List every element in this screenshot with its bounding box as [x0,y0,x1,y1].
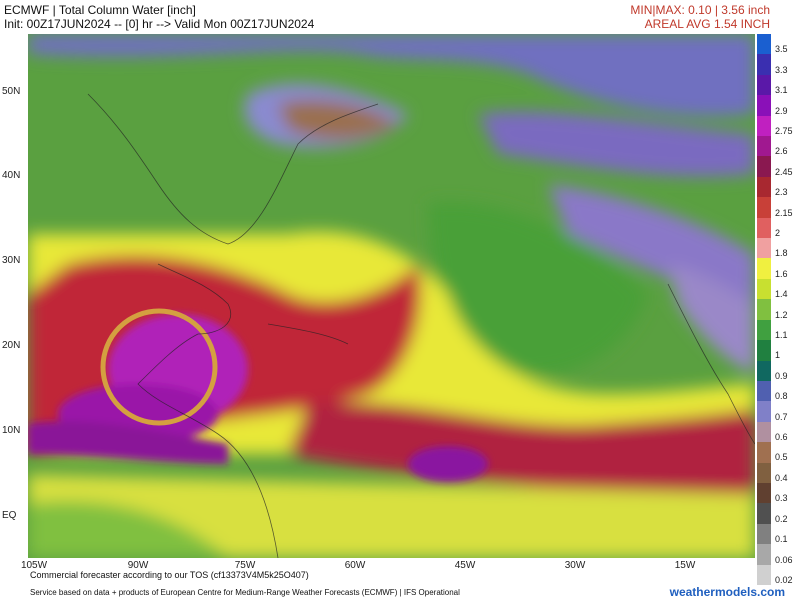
colorbar-swatch [757,401,771,423]
lon-label: 60W [344,560,366,571]
min-max-readout: MIN|MAX: 0.10 | 3.56 inch [630,3,770,17]
colorbar-label: 2.15 [775,207,793,218]
colorbar-swatch [757,340,771,362]
tos-line: Commercial forecaster according to our T… [30,570,309,580]
weather-map [28,34,755,558]
lon-label: 15W [674,560,696,571]
colorbar-label: 0.5 [775,452,788,463]
lat-label: 40N [2,170,21,181]
colorbar-label: 2.45 [775,166,793,177]
lon-label: 30W [564,560,586,571]
colorbar-label: 2.9 [775,105,788,116]
colorbar [757,34,771,586]
colorbar-swatch [757,115,771,137]
colorbar-swatch [757,360,771,382]
colorbar-swatch [757,54,771,76]
colorbar-label: 2.6 [775,146,788,157]
colorbar-swatch [757,544,771,566]
lon-label: 105W [20,560,48,571]
colorbar-swatch [757,319,771,341]
areal-average-readout: AREAL AVG 1.54 INCH [644,17,770,31]
map-header: ECMWF | Total Column Water [inch] Init: … [0,0,800,33]
colorbar-swatch [757,299,771,321]
colorbar-swatch [757,156,771,178]
colorbar-label: 0.2 [775,513,788,524]
colorbar-label: 0.6 [775,432,788,443]
service-line: Service based on data + products of Euro… [30,588,460,597]
colorbar-label: 0.3 [775,493,788,504]
colorbar-swatch [757,197,771,219]
colorbar-swatch [757,462,771,484]
lat-label: 50N [2,86,21,97]
colorbar-label: 0.02 [775,574,793,585]
colorbar-swatch [757,380,771,402]
highlight-circle [100,308,218,426]
colorbar-label: 2.75 [775,125,793,136]
lat-label: EQ [2,510,17,521]
lat-label: 10N [2,425,21,436]
total-column-water-field [28,34,755,558]
colorbar-swatch [757,176,771,198]
colorbar-label: 1.2 [775,309,788,320]
colorbar-label: 0.4 [775,472,788,483]
colorbar-label: 3.3 [775,64,788,75]
colorbar-label: 0.06 [775,554,793,565]
lon-label: 75W [234,560,256,571]
colorbar-swatch [757,564,771,586]
colorbar-swatch [757,482,771,504]
map-title: ECMWF | Total Column Water [inch] [4,3,196,17]
colorbar-swatch [757,34,771,55]
colorbar-label: 0.7 [775,411,788,422]
colorbar-label: 0.8 [775,391,788,402]
colorbar-label: 0.1 [775,534,788,545]
lon-label: 90W [127,560,149,571]
colorbar-swatch [757,238,771,259]
colorbar-label: 1 [775,350,781,361]
colorbar-swatch [757,503,771,525]
init-valid-line: Init: 00Z17JUN2024 -- [0] hr --> Valid M… [4,17,315,31]
colorbar-swatch [757,74,771,96]
colorbar-swatch [757,523,771,545]
lat-label: 20N [2,340,21,351]
colorbar-label: 2.3 [775,187,788,198]
colorbar-swatch [757,442,771,464]
colorbar-label: 1.4 [775,289,788,300]
colorbar-label: 0.9 [775,370,788,381]
colorbar-swatch [757,278,771,300]
colorbar-swatch [757,421,771,443]
colorbar-swatch [757,95,771,117]
colorbar-label: 3.5 [775,44,788,55]
colorbar-label: 1.8 [775,248,788,259]
lon-label: 45W [454,560,476,571]
colorbar-label: 3.1 [775,85,788,96]
colorbar-swatch [757,258,771,280]
colorbar-label: 2 [775,227,781,238]
colorbar-swatch [757,217,771,239]
colorbar-label: 1.6 [775,268,788,279]
colorbar-swatch [757,136,771,157]
site-link[interactable]: weathermodels.com [669,585,785,599]
colorbar-label: 1.1 [775,330,788,341]
lat-label: 30N [2,255,21,266]
